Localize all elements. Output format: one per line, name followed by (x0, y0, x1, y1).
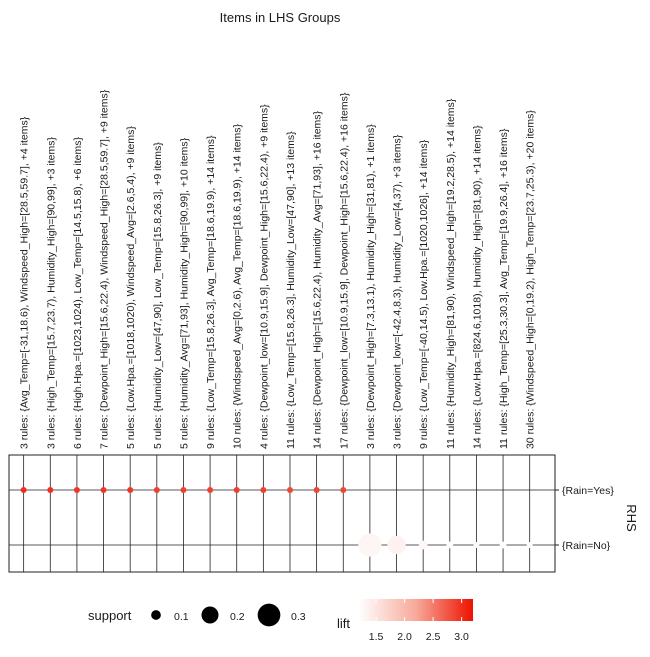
data-point (286, 487, 293, 493)
data-point (73, 487, 80, 493)
support-legend-key (151, 610, 161, 620)
support-legend-key (257, 603, 281, 627)
support-legend-label: 0.1 (174, 611, 189, 623)
plot-area (8, 454, 556, 573)
lift-tick-label: 2.5 (426, 631, 441, 643)
data-point (340, 487, 347, 493)
data-point (526, 542, 533, 548)
support-legend-label: 0.2 (230, 611, 245, 623)
column-label: 17 rules: {Dewpoint_low=[10.9,15.9], Dew… (338, 92, 350, 449)
data-point (47, 487, 54, 493)
data-point (207, 487, 214, 493)
data-point (20, 487, 27, 493)
column-label: 14 rules: {Low.Hpa.=[824.6,1018), Humidi… (471, 125, 483, 449)
column-label: 3 rules: {Dewpoint_High=[7.3,13.1), Humi… (365, 124, 377, 449)
column-label: 9 rules: {Low_Temp=[-40,14.5), Low.Hpa.=… (418, 139, 430, 449)
column-labels: 3 rules: {Avg_Temp=[-31,18.6), Windspeed… (19, 89, 537, 449)
support-legend-title: support (88, 608, 132, 623)
column-label: 10 rules: {Windspeed_Avg=[0,2.6), Avg_Te… (232, 123, 244, 449)
lift-tick-label: 1.5 (369, 631, 384, 643)
data-point (446, 541, 454, 549)
y-axis-label: RHS (624, 504, 639, 532)
data-point (358, 533, 382, 557)
chart-title: Items in LHS Groups (220, 10, 341, 25)
column-label: 5 rules: {Humidity_Low=[47,90], Low_Temp… (152, 142, 164, 449)
lift-tick-label: 2.0 (397, 631, 412, 643)
column-label: 9 rules: {Low_Temp=[15.8,26.3], Avg_Temp… (205, 135, 217, 449)
column-label: 4 rules: {Dewpoint_low=[10.9,15.9], Dewp… (258, 104, 270, 449)
row-label: {Rain=No} (562, 540, 611, 552)
column-label: 5 rules: {Humidity_Avg=[71,93], Humidity… (178, 137, 190, 449)
row-label: {Rain=Yes} (562, 485, 614, 497)
column-label: 11 rules: {High_Temp=[25.3,30.3], Avg_Te… (498, 128, 510, 449)
support-legend: support 0.1 0.2 0.3 (88, 603, 306, 627)
lift-legend-title: lift (337, 616, 350, 631)
data-point (233, 487, 240, 493)
column-label: 3 rules: {High_Temp=[15.7,23.7), Humidit… (45, 137, 57, 449)
column-label: 11 rules: {Low_Temp=[15.8,26.3], Humidit… (285, 131, 297, 449)
column-label: 6 rules: {High.Hpa.=[1023,1024), Low_Tem… (72, 137, 84, 449)
row-labels: {Rain=Yes} {Rain=No} (555, 485, 614, 552)
lift-legend: lift 1.5 2.0 2.5 3.0 (337, 599, 473, 643)
column-label: 3 rules: {Dewpoint_low=[-42.4,8.3), Humi… (392, 134, 404, 449)
column-label: 3 rules: {Avg_Temp=[-31,18.6), Windspeed… (19, 116, 31, 449)
column-label: 30 rules: {Windspeed_High=[0,19.2), High… (525, 110, 537, 449)
data-point (387, 535, 406, 555)
column-label: 5 rules: {Low.Hpa.=[1018,1020), Windspee… (125, 126, 137, 449)
data-point (313, 487, 320, 493)
data-point (153, 487, 160, 493)
lift-colorbar (359, 599, 473, 621)
column-label: 14 rules: {Dewpoint_High=[15.6,22.4), Hu… (312, 110, 324, 449)
plot-border (8, 454, 556, 573)
lift-tick-label: 3.0 (454, 631, 469, 643)
data-point (180, 487, 187, 493)
data-point (418, 540, 428, 550)
column-label: 11 rules: {Humidity_High=[81,90), Windsp… (445, 98, 457, 449)
support-legend-label: 0.3 (291, 611, 306, 623)
data-point (260, 487, 267, 493)
data-point (473, 542, 480, 548)
column-label: 7 rules: {Dewpoint_High=[15.6,22.4), Win… (99, 89, 111, 449)
data-point (499, 541, 507, 549)
data-point (100, 487, 107, 493)
data-point (127, 487, 134, 493)
support-legend-key (201, 606, 219, 624)
